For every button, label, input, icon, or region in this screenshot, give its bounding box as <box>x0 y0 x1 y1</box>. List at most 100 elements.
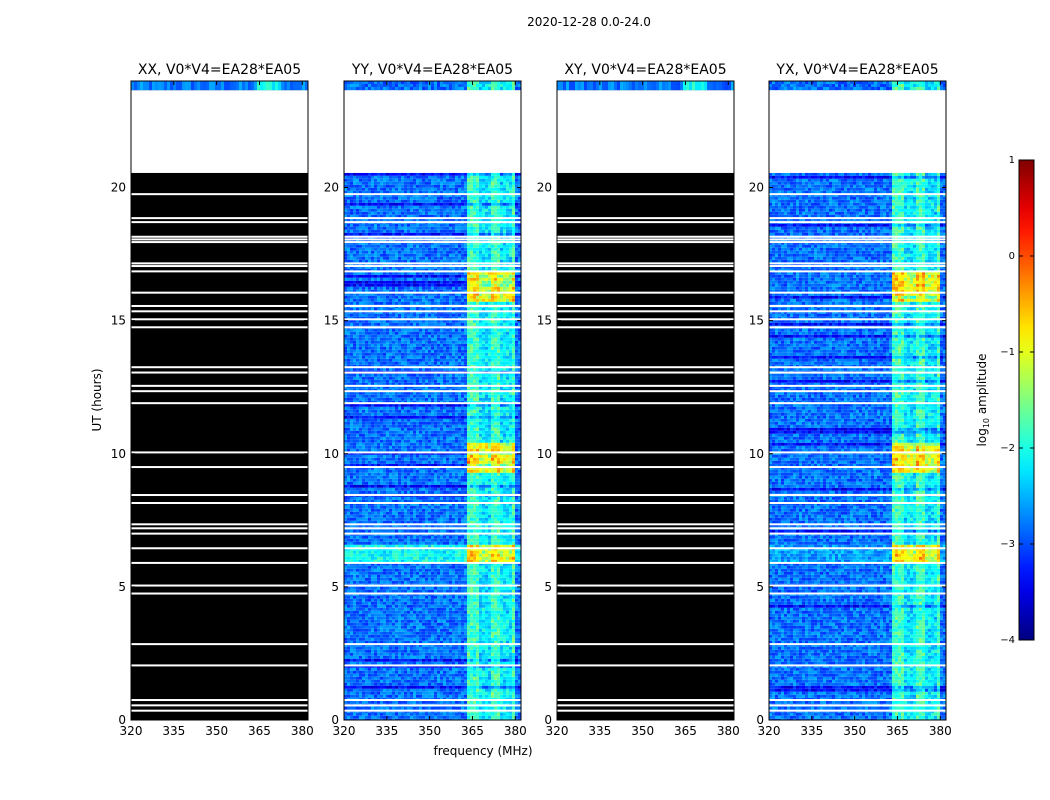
heatmap-cell <box>482 229 485 233</box>
heatmap-cell <box>515 352 518 356</box>
heatmap-cell <box>446 172 449 176</box>
heatmap-cell <box>407 295 410 299</box>
heatmap-cell <box>380 361 383 365</box>
heatmap-cell <box>398 334 401 338</box>
heatmap-cell <box>380 415 383 419</box>
heatmap-cell <box>410 346 413 350</box>
heatmap-cell <box>476 409 479 413</box>
heatmap-cell <box>512 175 515 179</box>
heatmap-cell <box>386 328 389 332</box>
heatmap-cell <box>485 223 488 227</box>
heatmap-cell <box>482 397 485 401</box>
heatmap-cell <box>437 409 440 413</box>
heatmap-cell <box>347 394 350 398</box>
heatmap-cell <box>452 187 455 191</box>
heatmap-cell <box>515 175 518 179</box>
heatmap-cell <box>473 208 476 212</box>
heatmap-cell <box>347 382 350 386</box>
heatmap-cell <box>347 226 350 230</box>
heatmap-cell <box>440 196 443 200</box>
heatmap-cell <box>368 211 371 215</box>
heatmap-cell <box>503 190 506 194</box>
heatmap-cell <box>500 310 503 314</box>
heatmap-cell <box>464 376 467 380</box>
heatmap-cell <box>434 250 437 254</box>
heatmap-cell <box>413 409 416 413</box>
heatmap-cell <box>398 217 401 221</box>
heatmap-cell <box>407 193 410 197</box>
heatmap-cell <box>458 274 461 278</box>
heatmap-cell <box>392 244 395 248</box>
heatmap-cell <box>455 205 458 209</box>
heatmap-cell <box>194 81 197 91</box>
y-tick-label: 0 <box>118 713 126 727</box>
heatmap-cell <box>398 313 401 317</box>
heatmap-cell <box>491 385 494 389</box>
heatmap-cell <box>374 211 377 215</box>
heatmap-cell <box>434 337 437 341</box>
heatmap-cell <box>458 376 461 380</box>
heatmap-cell <box>449 409 452 413</box>
heatmap-cell <box>497 331 500 335</box>
heatmap-cell <box>458 256 461 260</box>
flag-gap-line <box>131 643 308 646</box>
heatmap-cell <box>257 81 260 91</box>
heatmap-cell <box>344 358 347 362</box>
heatmap-cell <box>458 409 461 413</box>
heatmap-cell <box>452 241 455 245</box>
heatmap-cell <box>398 379 401 383</box>
heatmap-cell <box>380 286 383 290</box>
heatmap-cell <box>470 289 473 293</box>
heatmap-cell <box>422 412 425 416</box>
heatmap-cell <box>383 175 386 179</box>
heatmap-cell <box>368 181 371 185</box>
heatmap-cell <box>479 382 482 386</box>
heatmap-cell <box>407 286 410 290</box>
heatmap-cell <box>425 292 428 296</box>
heatmap-cell <box>356 346 359 350</box>
heatmap-cell <box>467 352 470 356</box>
heatmap-cell <box>377 229 380 233</box>
heatmap-cell <box>395 352 398 356</box>
heatmap-cell <box>371 208 374 212</box>
heatmap-cell <box>446 382 449 386</box>
heatmap-cell <box>356 181 359 185</box>
heatmap-cell <box>392 382 395 386</box>
heatmap-cell <box>398 202 401 206</box>
heatmap-cell <box>365 373 368 377</box>
heatmap-cell <box>419 343 422 347</box>
heatmap-cell <box>392 367 395 371</box>
heatmap-cell <box>506 415 509 419</box>
heatmap-cell <box>443 403 446 407</box>
heatmap-cell <box>452 343 455 347</box>
heatmap-cell <box>470 352 473 356</box>
heatmap-cell <box>512 187 515 191</box>
heatmap-cell <box>392 184 395 188</box>
heatmap-cell <box>392 181 395 185</box>
heatmap-cell <box>377 190 380 194</box>
heatmap-cell <box>155 81 158 91</box>
heatmap-cell <box>419 307 422 311</box>
heatmap-cell <box>347 217 350 221</box>
flag-gap-line <box>131 704 308 707</box>
heatmap-cell <box>353 190 356 194</box>
heatmap-cell <box>362 250 365 254</box>
heatmap-cell <box>461 241 464 245</box>
heatmap-cell <box>455 175 458 179</box>
heatmap-cell <box>353 178 356 182</box>
heatmap-cell <box>461 277 464 281</box>
heatmap-cell <box>479 346 482 350</box>
heatmap-cell <box>455 340 458 344</box>
heatmap-cell <box>485 256 488 260</box>
heatmap-cell <box>497 403 500 407</box>
heatmap-cell <box>479 283 482 287</box>
heatmap-cell <box>434 283 437 287</box>
heatmap-cell <box>446 385 449 389</box>
heatmap-cell <box>416 229 419 233</box>
heatmap-cell <box>383 214 386 218</box>
heatmap-cell <box>437 214 440 218</box>
heatmap-cell <box>413 208 416 212</box>
heatmap-cell <box>485 184 488 188</box>
heatmap-cell <box>416 286 419 290</box>
heatmap-cell <box>371 217 374 221</box>
